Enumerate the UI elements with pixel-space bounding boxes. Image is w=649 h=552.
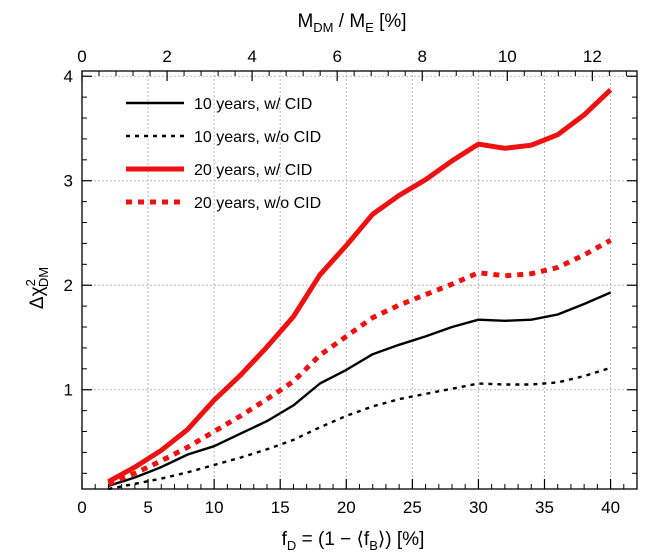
legend-label-4: 20 years, w/o CID [194, 195, 321, 212]
y-tick-label: 2 [64, 276, 73, 295]
x-tick-label: 10 [205, 498, 224, 517]
x-tick-label: 20 [337, 498, 356, 517]
x2-tick-label: 12 [583, 47, 602, 66]
legend-label-1: 10 years, w/ CID [194, 96, 312, 113]
y-tick-label: 3 [64, 172, 73, 191]
x-tick-label: 30 [469, 498, 488, 517]
x-tick-label: 40 [601, 498, 620, 517]
legend-label-2: 10 years, w/o CID [194, 129, 321, 146]
x-tick-label: 35 [535, 498, 554, 517]
x-axis-label: fD = (1 − ⟨fB⟩) [%] [282, 529, 425, 552]
x2-tick-label: 6 [332, 47, 341, 66]
x2-tick-label: 4 [247, 47, 256, 66]
x-tick-label: 5 [143, 498, 152, 517]
legend-label-3: 20 years, w/ CID [194, 162, 312, 179]
x2-tick-label: 8 [417, 47, 426, 66]
x2-tick-label: 10 [498, 47, 517, 66]
x-tick-label: 25 [403, 498, 422, 517]
x-tick-label: 15 [271, 498, 290, 517]
y-tick-label: 1 [64, 381, 73, 400]
y-tick-label: 4 [64, 67, 73, 86]
x-tick-label: 0 [77, 498, 86, 517]
x2-tick-label: 0 [77, 47, 86, 66]
x2-tick-label: 2 [162, 47, 171, 66]
